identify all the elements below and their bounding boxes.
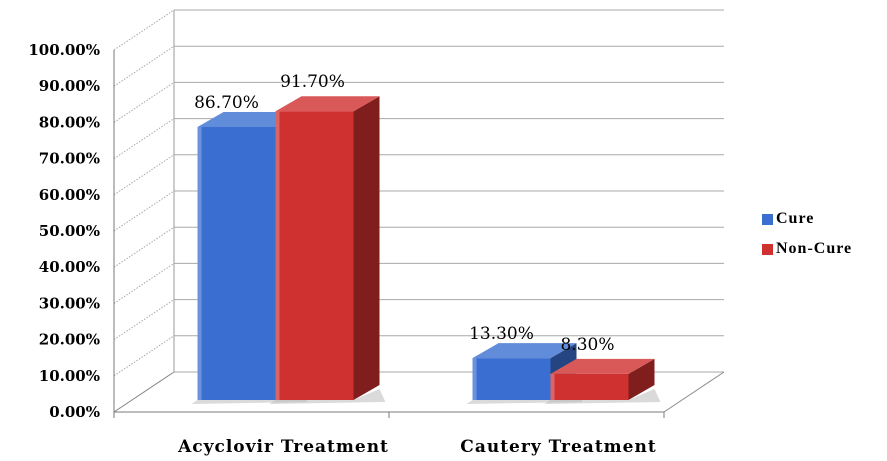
y-tick-label: 20.00% [39,331,100,349]
bars: 86.70% 91.70% 13.30% 8.30% [191,72,661,404]
gridline-side [113,45,175,87]
bar-top [550,358,655,374]
legend-item-non-cure: Non-Cure [762,234,852,264]
y-tick-label: 60.00% [39,186,100,204]
y-tick-label: 50.00% [39,222,100,240]
bar-front [472,358,551,400]
bar-non-cure-2 [544,358,661,404]
y-tick-label: 0.00% [49,403,100,421]
gridline-side [113,81,175,123]
gridline-side [113,154,175,196]
legend-swatch-cure [762,213,773,225]
y-tick-label: 30.00% [39,294,100,312]
bar-shadow [544,389,661,404]
bar-front [197,126,276,400]
y-axis-ticks: 0.00% 10.00% 20.00% 30.00% 40.00% 50.00% 60.00… [28,41,100,421]
gridline-side [113,262,175,304]
gridline-side [113,299,175,341]
bar-top [275,96,380,112]
legend-item-cure: Cure [762,204,852,234]
data-label: 86.70% [194,93,259,113]
data-label: 8.30% [560,335,614,355]
x-tick-label: Acyclovir Treatment [177,437,389,457]
y-tick-label: 80.00% [39,113,100,131]
data-label: 91.70% [280,72,345,92]
bar-highlight [550,373,555,400]
y-tick-label: 90.00% [39,77,100,95]
bar-front [275,111,354,401]
floor-edge-right [663,371,725,413]
gridline-side [113,190,175,232]
bar-highlight [472,358,477,400]
bar-side [353,96,380,401]
x-tick-label: Cautery Treatment [460,437,656,457]
legend-label-non-cure: Non-Cure [776,240,853,257]
bar-front [550,373,629,400]
legend: Cure Non-Cure [762,204,852,264]
bar-highlight [275,111,280,401]
gridline-side [113,226,175,268]
bar-highlight [197,126,202,400]
bar-shadow [269,389,386,404]
bar-top [472,343,577,359]
gridline-side [113,9,175,51]
gridline-side [113,118,175,160]
bar-non-cure-1 [269,96,386,404]
legend-label-cure: Cure [776,210,815,227]
y-tick-label: 40.00% [39,258,100,276]
data-label: 13.30% [469,324,534,344]
y-tick-label: 70.00% [39,150,100,168]
y-tick-label: 10.00% [39,367,100,385]
floor-edge [113,371,175,413]
bar-side [628,358,655,400]
y-tick-label: 100.00% [28,41,100,59]
gridline-side [113,335,175,377]
legend-swatch-non-cure [762,243,773,255]
x-axis-labels: Acyclovir Treatment Cautery Treatment [177,437,656,457]
